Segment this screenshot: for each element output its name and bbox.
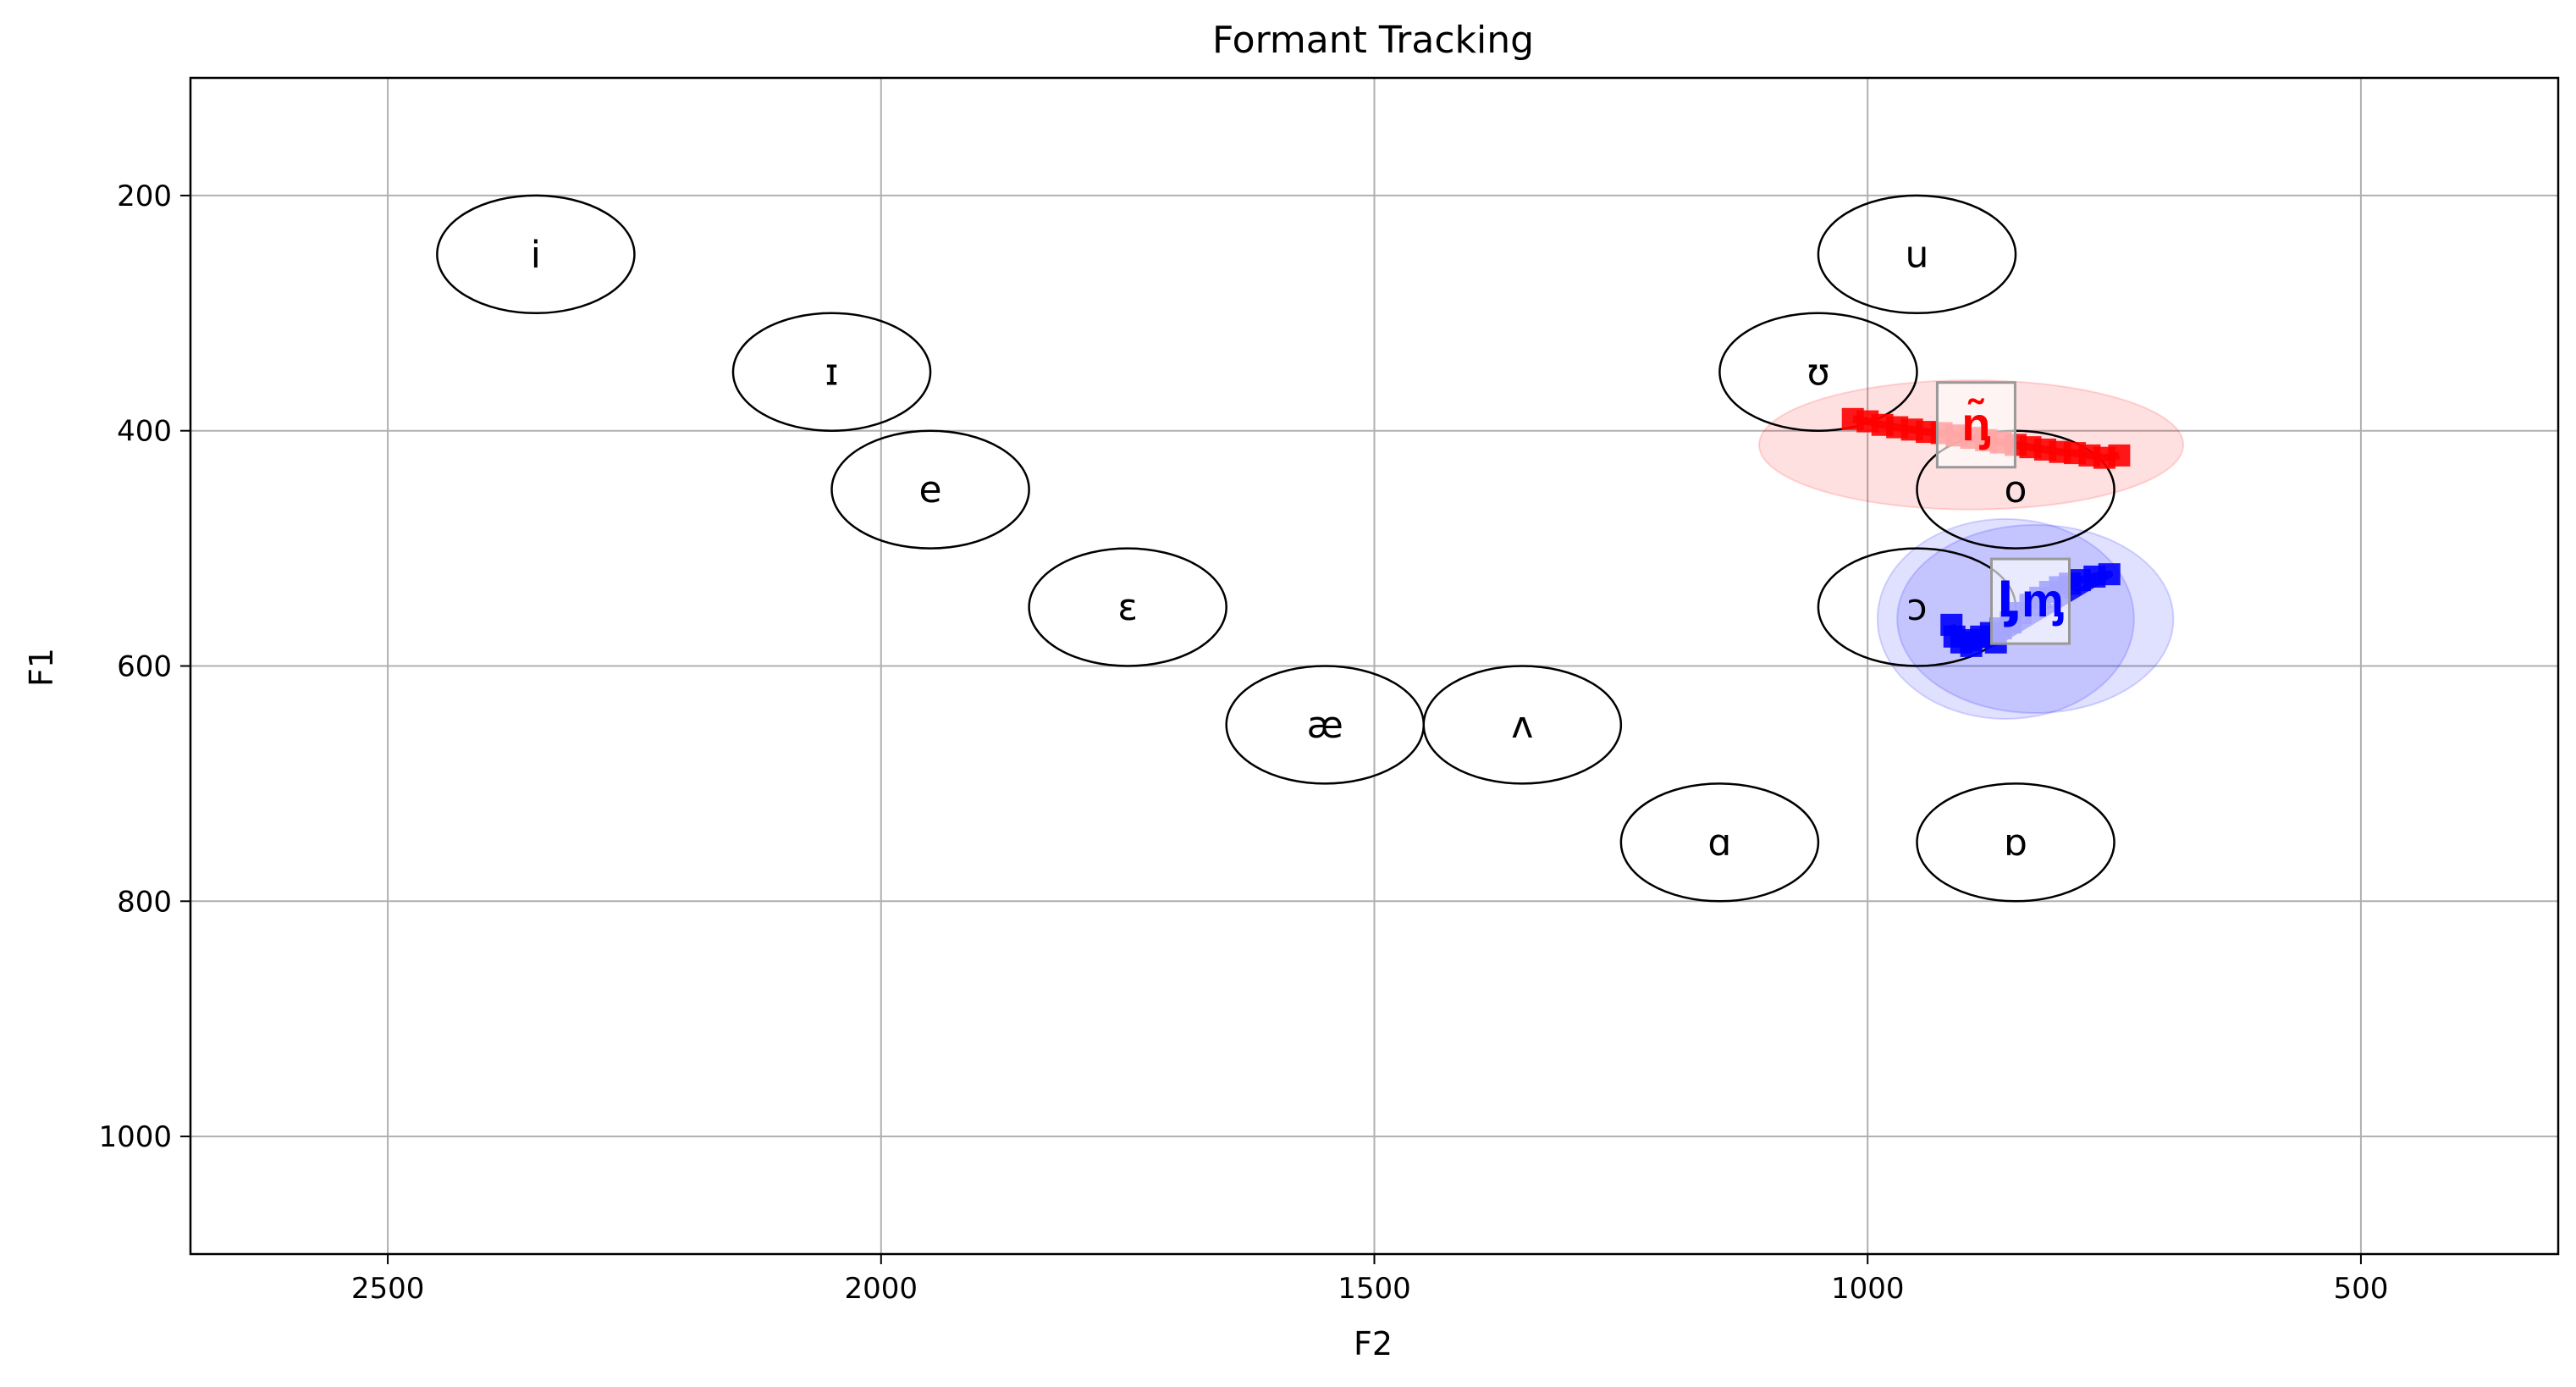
y-tick-label: 800 <box>117 885 172 919</box>
formant-point <box>2098 563 2121 586</box>
vowel-ellipse <box>1619 782 1820 903</box>
marker-label-box <box>1935 381 2016 469</box>
axis-ticks: 2500 2000 1500 1000 500 200 400 600 800 1000 <box>98 180 2388 1306</box>
vowel-ellipse <box>1028 547 1227 667</box>
x-tick-label: 2500 <box>351 1272 425 1306</box>
vowel-symbol: i <box>531 233 541 276</box>
chart-title: Formant Tracking <box>1212 19 1534 62</box>
vowel-symbol: e <box>919 468 942 511</box>
vowel-symbol: ɑ <box>1707 821 1731 865</box>
x-tick-label: 1500 <box>1338 1272 1411 1306</box>
vowel-ellipse <box>830 429 1030 550</box>
vowel-ellipse <box>1718 312 1918 432</box>
vowel-symbol: o <box>2005 468 2027 511</box>
y-tick-label: 1000 <box>98 1120 172 1154</box>
vowel-symbol: ʌ <box>1511 704 1533 747</box>
vowel-symbol: æ <box>1307 704 1343 747</box>
vowel-symbol: ɒ <box>2004 821 2027 865</box>
vowel-symbol: ɪ <box>825 351 838 394</box>
formant-point <box>2108 444 2131 467</box>
y-tick-label: 200 <box>117 180 172 213</box>
y-axis-label: F1 <box>23 648 60 687</box>
formant-markers: ᶇ̃ ᶅᶆ <box>1935 381 2071 645</box>
vowel-ellipse <box>1817 194 2017 315</box>
vowel-ellipses: i ɪ e ɛ æ ʌ ɑ u ʊ o ɔ ɒ <box>436 194 2115 903</box>
x-axis-label: F2 <box>1354 1325 1393 1362</box>
grid-lines <box>190 78 2558 1254</box>
vowel-ellipse <box>1916 782 2115 903</box>
x-tick-label: 500 <box>2333 1272 2388 1306</box>
vowel-ellipse <box>1422 665 1623 785</box>
marker-label: ᶅᶆ <box>1997 573 2064 628</box>
formant-point <box>1960 634 1983 657</box>
vowel-symbol: ɛ <box>1117 586 1138 629</box>
x-tick-label: 1000 <box>1831 1272 1905 1306</box>
marker-label: ᶇ̃ <box>1961 397 1990 452</box>
y-tick-label: 400 <box>117 415 172 449</box>
vowel-symbol: ɔ <box>1906 586 1927 629</box>
x-tick-label: 2000 <box>845 1272 918 1306</box>
marker-label-box <box>1990 557 2071 645</box>
vowel-symbol: u <box>1906 233 1929 276</box>
vowel-ellipse <box>436 194 636 315</box>
y-tick-label: 600 <box>117 650 172 684</box>
vowel-ellipse <box>731 312 932 432</box>
vowel-symbol: ʊ <box>1807 351 1829 394</box>
